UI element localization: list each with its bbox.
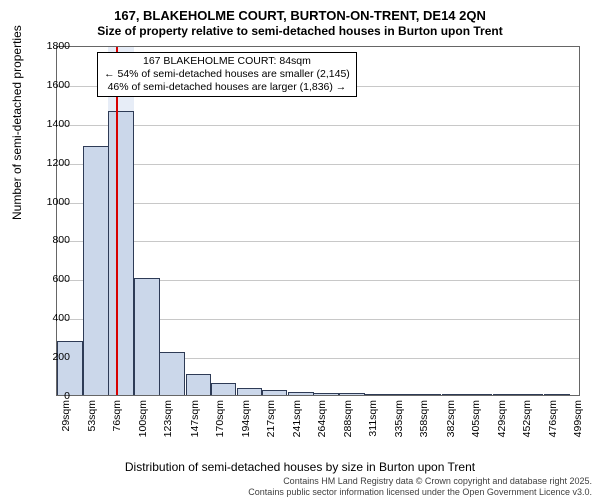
histogram-bar [186,374,212,395]
grid-line [57,241,579,242]
x-tick-label: 170sqm [214,400,226,444]
chart-title-line2: Size of property relative to semi-detach… [0,24,600,39]
histogram-bar [415,394,441,395]
y-tick-label: 1000 [47,196,70,208]
histogram-bar [108,111,134,395]
histogram-bar [339,393,365,395]
chart-plot-area: 167 BLAKEHOLME COURT: 84sqm← 54% of semi… [56,46,580,396]
x-tick-label: 311sqm [367,400,379,444]
histogram-bar [159,352,185,395]
x-tick-label: 194sqm [240,400,252,444]
x-tick-label: 53sqm [86,400,98,444]
chart-footer: Contains HM Land Registry data © Crown c… [248,476,592,498]
chart-title-block: 167, BLAKEHOLME COURT, BURTON-ON-TRENT, … [0,0,600,39]
x-tick-label: 76sqm [111,400,123,444]
grid-line [57,203,579,204]
histogram-bar [211,383,237,395]
grid-line [57,125,579,126]
annotation-line: ← 54% of semi-detached houses are smalle… [104,68,350,81]
x-tick-label: 452sqm [521,400,533,444]
marker-line [116,47,118,395]
x-tick-label: 476sqm [547,400,559,444]
histogram-bar [544,394,570,395]
x-tick-label: 382sqm [445,400,457,444]
histogram-bar [467,394,493,395]
y-tick-label: 1400 [47,118,70,130]
x-tick-label: 264sqm [316,400,328,444]
histogram-bar [288,392,314,396]
footer-line2: Contains public sector information licen… [248,487,592,498]
histogram-bar [83,146,109,395]
grid-line [57,164,579,165]
histogram-bar [364,394,390,395]
y-tick-label: 400 [52,312,70,324]
x-tick-label: 123sqm [162,400,174,444]
histogram-bar [313,393,339,395]
x-axis-label: Distribution of semi-detached houses by … [0,460,600,474]
y-tick-label: 1800 [47,40,70,52]
x-tick-label: 405sqm [470,400,482,444]
x-tick-label: 335sqm [393,400,405,444]
footer-line1: Contains HM Land Registry data © Crown c… [248,476,592,487]
x-tick-label: 217sqm [265,400,277,444]
histogram-bar [442,394,468,395]
x-tick-label: 100sqm [137,400,149,444]
histogram-bar [134,278,160,395]
annotation-box: 167 BLAKEHOLME COURT: 84sqm← 54% of semi… [97,52,357,97]
annotation-line: 167 BLAKEHOLME COURT: 84sqm [104,55,350,68]
x-tick-label: 358sqm [418,400,430,444]
y-tick-label: 600 [52,273,70,285]
x-tick-label: 29sqm [60,400,72,444]
y-tick-label: 200 [52,351,70,363]
histogram-bar [262,390,288,395]
chart-title-line1: 167, BLAKEHOLME COURT, BURTON-ON-TRENT, … [0,8,600,24]
histogram-bar [237,388,263,395]
histogram-bar [57,341,83,395]
histogram-bar [493,394,519,395]
histogram-bar [518,394,544,395]
x-tick-label: 147sqm [189,400,201,444]
annotation-line: 46% of semi-detached houses are larger (… [104,81,350,94]
histogram-bar [390,394,416,395]
x-tick-label: 288sqm [342,400,354,444]
x-tick-label: 241sqm [291,400,303,444]
y-tick-label: 1200 [47,157,70,169]
x-tick-label: 429sqm [496,400,508,444]
y-tick-label: 1600 [47,79,70,91]
y-axis-label: Number of semi-detached properties [10,25,24,220]
x-tick-label: 499sqm [572,400,584,444]
y-tick-label: 800 [52,234,70,246]
